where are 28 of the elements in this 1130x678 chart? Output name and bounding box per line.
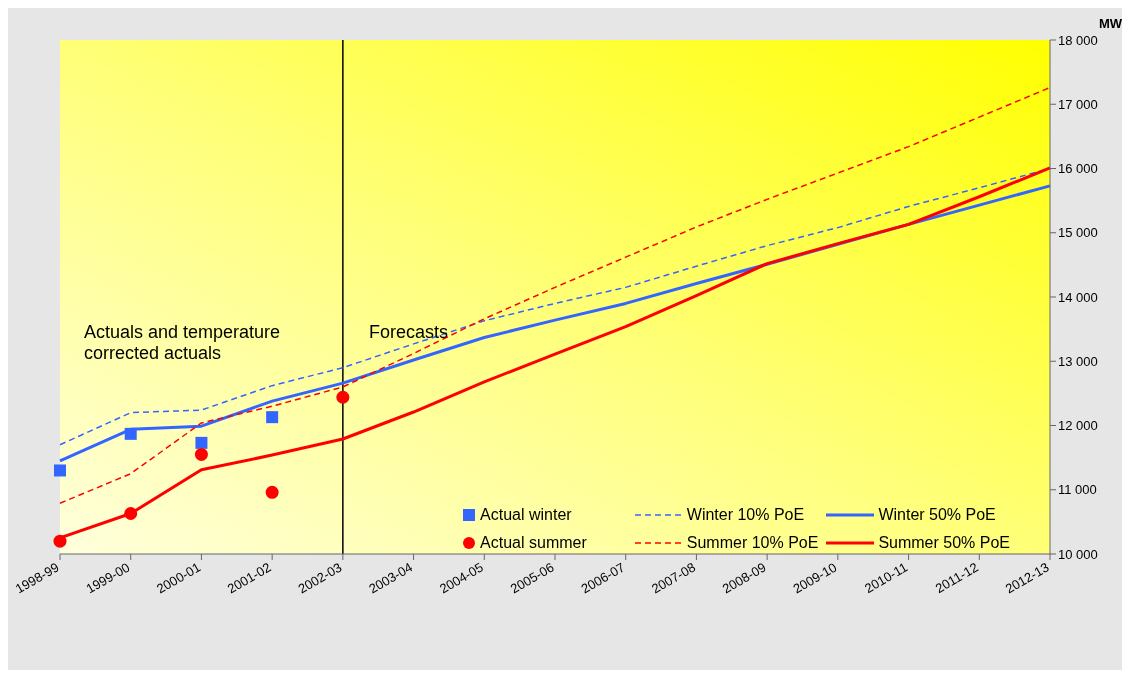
- y-axis-title: MW: [1098, 16, 1122, 31]
- legend-label: Summer 50% PoE: [878, 534, 1010, 552]
- legend-label: Actual winter: [480, 506, 572, 524]
- point: [266, 411, 279, 424]
- y-tick-label: 11 000: [1058, 482, 1097, 498]
- point: [53, 534, 67, 548]
- point: [124, 427, 137, 440]
- legend-label: Winter 50% PoE: [878, 506, 996, 524]
- y-tick-label: 15 000: [1058, 225, 1098, 241]
- annotation: Actuals and temperature corrected actuals: [84, 322, 282, 364]
- point: [54, 464, 66, 477]
- y-tick-label: 14 000: [1058, 289, 1098, 305]
- annotation: Forecasts: [369, 322, 449, 343]
- line-series: [59, 86, 1051, 504]
- point: [124, 507, 138, 521]
- point: [336, 390, 350, 404]
- legend-label: Actual summer: [480, 534, 587, 552]
- y-tick-label: 12 000: [1058, 418, 1098, 434]
- y-tick-label: 16 000: [1058, 161, 1098, 177]
- point: [265, 485, 279, 499]
- y-tick-label: 13 000: [1058, 353, 1098, 369]
- y-tick-label: 10 000: [1058, 546, 1098, 562]
- legend-label: Winter 10% PoE: [686, 506, 805, 524]
- point: [194, 447, 208, 461]
- y-tick-label: 17 000: [1058, 96, 1098, 112]
- y-tick-label: 18 000: [1058, 32, 1098, 48]
- point: [195, 436, 208, 449]
- legend-label: Summer 10% PoE: [686, 534, 819, 552]
